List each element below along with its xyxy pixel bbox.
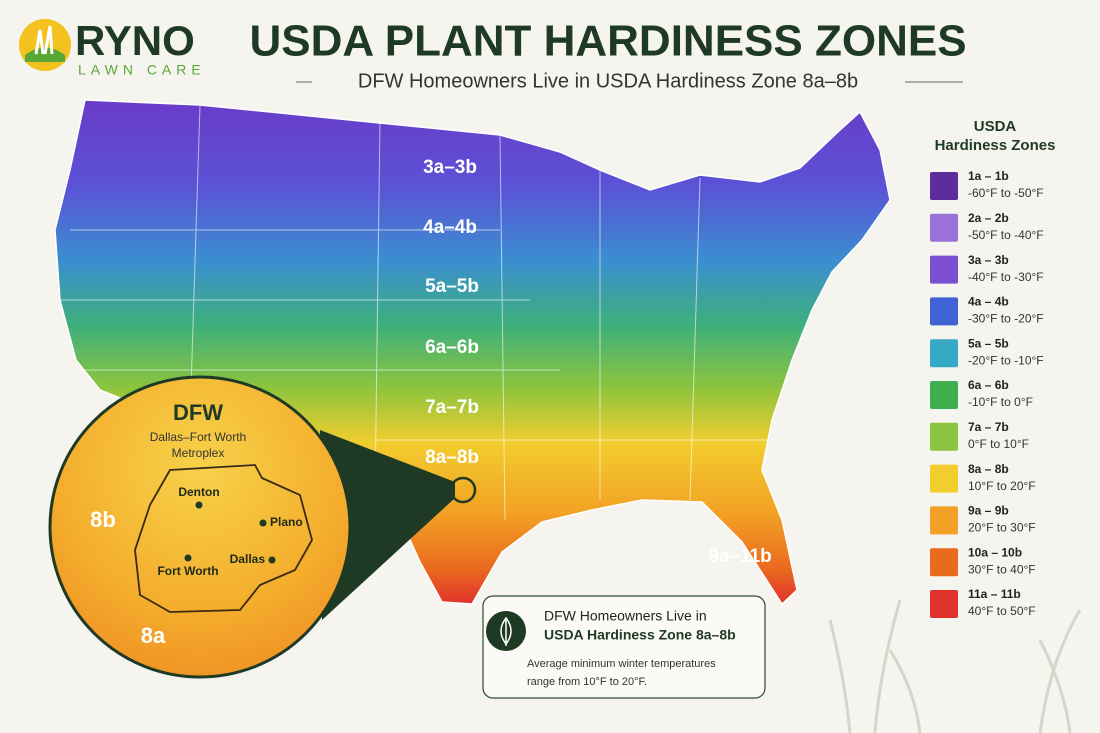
subtitle: DFW Homeowners Live in USDA Hardiness Zo… [358,70,858,92]
legend-zone: 2a – 2b [968,211,1009,225]
inset-subtitle: Metroplex [172,446,225,460]
legend-zone: 9a – 9b [968,504,1009,518]
legend-range: -20°F to -10°F [968,353,1044,367]
legend-swatch [930,339,958,368]
legend-swatch [930,506,958,535]
callout-line: DFW Homeowners Live in [544,608,707,624]
title: USDA PLANT HARDINESS ZONES [249,17,966,66]
legend-range: 30°F to 40°F [968,562,1036,576]
zone-label: 8a–8b [425,447,479,468]
city-label: Denton [178,485,219,499]
inset-zone: 8a [141,623,166,648]
callout-note: range from 10°F to 20°F. [527,676,647,688]
legend-zone: 1a – 1b [968,169,1009,183]
city-dot [259,519,267,527]
legend-swatch [930,590,958,618]
zone-label: 9a–11b [708,546,771,567]
legend-range: -10°F to 0°F [968,395,1033,409]
state-lines [60,104,780,521]
city-dot [184,554,192,562]
legend-range: 20°F to 30°F [968,521,1036,535]
zone-label: 7a–7b [425,397,479,418]
legend-title: USDA [974,118,1017,135]
zone-labels: 3a–3b 4a–4b 5a–5b 6a–6b 7a–7b 8a–8b 9a–11b [423,157,772,567]
legend-range: -30°F to -20°F [968,312,1044,326]
legend: 1a – 1b -60°F to -50°F 2a – 2b -50°F to -40… [930,169,1044,618]
legend-zone: 10a – 10b [968,545,1022,559]
callout-note: Average minimum winter temperatures [527,658,716,670]
cities: Denton Plano Fort Worth Dallas [157,485,302,578]
legend-range: 0°F to 10°F [968,437,1029,451]
legend-zone: 11a – 11b [968,587,1021,601]
zone-label: 4a–4b [423,217,477,238]
city-label: Plano [270,515,303,529]
legend-zone: 6a – 6b [968,378,1009,392]
legend-range: -40°F to -30°F [968,270,1044,284]
city-dot [195,501,203,509]
legend-zone: 3a – 3b [968,253,1009,267]
metro-outline [134,464,313,613]
logo-tagline: LAWN CARE [78,62,206,78]
legend-zone: 8a – 8b [968,462,1009,476]
inset-zone: 8b [90,507,116,532]
legend-swatch [930,464,958,493]
zone-label: 6a–6b [425,337,479,358]
legend-swatch [930,213,958,242]
legend-swatch [930,422,958,451]
dfw-marker [449,476,477,504]
leaf-icon [500,616,512,646]
inset: DFW Dallas–Fort Worth Metroplex Denton Pl… [48,375,352,679]
city-dot [268,556,276,564]
logo-name: RYNO [75,17,195,64]
zone-label: 5a–5b [425,276,479,297]
legend-swatch [930,381,958,409]
legend-swatch [930,548,958,577]
logo: RYNO LAWN CARE [19,17,206,78]
legend-zone: 4a – 4b [968,295,1009,309]
inset-title: DFW [173,400,223,425]
callout-line: USDA Hardiness Zone 8a–8b [544,627,736,643]
city-label: Fort Worth [157,564,218,578]
legend-range: 10°F to 20°F [968,479,1036,493]
legend-swatch [930,172,958,200]
logo-icon [19,19,71,71]
legend-swatch [930,297,958,326]
city-label: Dallas [230,552,266,566]
inset-subtitle: Dallas–Fort Worth [150,430,246,444]
callout: DFW Homeowners Live in USDA Hardiness Zo… [482,595,766,699]
logo-blades [34,25,54,55]
grass-decoration [828,599,1082,733]
legend-title: Hardiness Zones [935,137,1056,154]
inset-connector [320,430,455,620]
legend-zone: 5a – 5b [968,336,1009,350]
legend-range: -50°F to -40°F [968,228,1044,242]
inset-circle [48,375,352,679]
legend-swatch [930,255,958,284]
legend-range: 40°F to 50°F [968,604,1036,618]
legend-range: -60°F to -50°F [968,186,1044,200]
callout-box [482,595,766,699]
zone-label: 3a–3b [423,157,477,178]
legend-zone: 7a – 7b [968,420,1009,434]
